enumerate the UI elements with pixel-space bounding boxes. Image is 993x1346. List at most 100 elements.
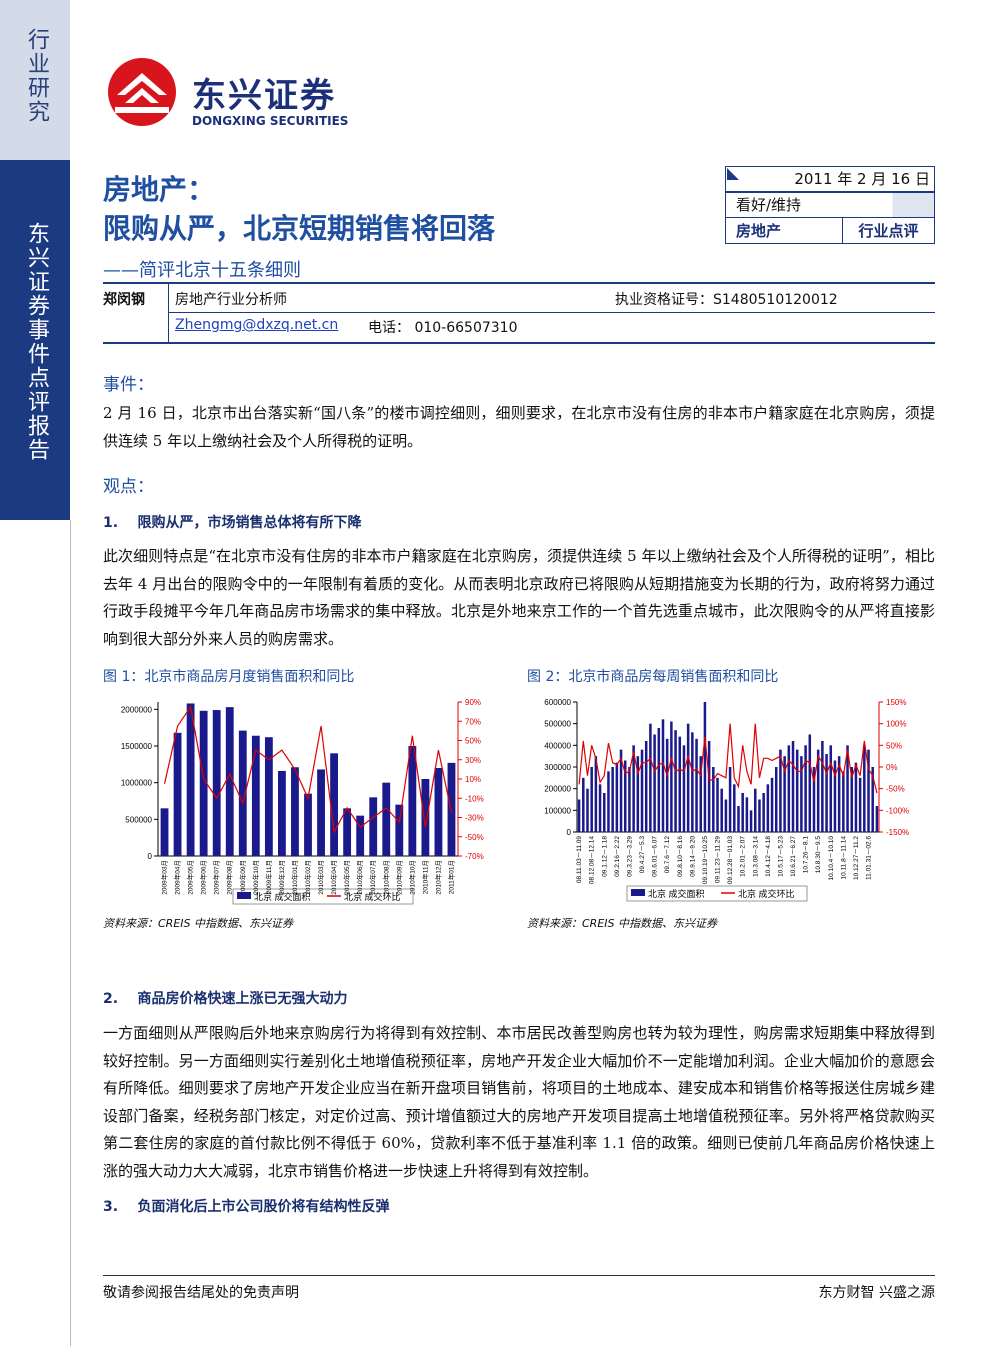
legend-swatch: [237, 892, 251, 899]
y-tick-label: 300000: [544, 763, 571, 772]
bar: [783, 756, 786, 832]
bar: [186, 703, 195, 856]
y-tick-label: 0: [148, 852, 153, 861]
y2-tick-label: 30%: [465, 756, 481, 765]
y2-tick-label: -30%: [465, 814, 484, 823]
y2-tick-label: 10%: [465, 775, 481, 784]
x-tick-label: 11.01.31－02.6: [866, 836, 873, 880]
bar: [238, 730, 247, 856]
bar: [842, 771, 845, 832]
bar: [653, 734, 656, 832]
bar: [724, 799, 728, 832]
sidebar-top: [0, 0, 70, 160]
x-tick-label: 10.11.8－11.14: [840, 836, 847, 880]
bar: [795, 749, 799, 832]
x-tick-label: 2009年09月: [238, 860, 247, 895]
bar: [369, 797, 378, 856]
bar: [678, 736, 682, 832]
bar: [791, 741, 795, 832]
bar: [251, 735, 260, 856]
bar: [833, 760, 837, 832]
x-tick-label: 10.12.27－11.2: [853, 836, 860, 880]
bar: [317, 769, 325, 856]
bar: [682, 745, 686, 832]
subtitle: ——简评北京十五条细则: [103, 260, 301, 281]
bar: [330, 753, 338, 856]
logo-icon: [108, 58, 176, 126]
bar: [867, 749, 870, 832]
x-tick-label: 08.12.08－12.14: [589, 836, 596, 884]
x-tick-label: 09.8.10－8.16: [677, 836, 684, 877]
x-tick-label: 09.9.14－9.20: [689, 836, 696, 877]
bar: [770, 777, 774, 832]
x-tick-label: 09.11.23－11.29: [715, 836, 722, 883]
analyst-email[interactable]: Zhengmg@dxzq.net.cn: [175, 317, 339, 333]
bar: [854, 762, 858, 832]
bar: [707, 741, 711, 832]
x-tick-label: 2010年02月: [303, 860, 312, 895]
bar: [670, 721, 673, 832]
bar: [212, 710, 221, 856]
industry: 房地产: [726, 218, 843, 244]
x-tick-label: 2009年05月: [186, 860, 195, 895]
sidebar-label: 行业研究: [24, 28, 49, 124]
chart: 0 100000 200000 300000 400000 500000 600000 -15…: [544, 698, 909, 902]
footer-left: 敬请参阅报告结尾处的免责声明: [103, 1285, 299, 1301]
y2-tick-label: -10%: [465, 794, 484, 803]
bar: [225, 707, 234, 856]
line-series: [578, 723, 878, 794]
bar: [695, 738, 698, 832]
legend-label: 北京 成交面积: [254, 891, 311, 902]
x-tick-label: 10.3.08－3.14: [752, 836, 759, 877]
y-tick-label: 500000: [544, 720, 571, 729]
x-tick-label: 2009年12月: [277, 860, 286, 895]
rating: 看好/维持: [726, 193, 934, 218]
y-tick-label: 2000000: [121, 705, 153, 714]
bar: [173, 732, 182, 856]
bar: [774, 767, 778, 832]
bar: [649, 723, 652, 832]
bar: [691, 732, 694, 832]
bar: [665, 738, 669, 832]
x-tick-label: 09.6.01－6.07: [652, 836, 659, 877]
x-tick-label: 10.5.17－5.23: [777, 836, 784, 877]
bar: [582, 777, 585, 832]
y2-tick-label: 50%: [886, 741, 902, 750]
bar: [623, 760, 627, 832]
bar: [829, 745, 833, 832]
legend-label: 北京 成交环比: [738, 888, 795, 899]
x-tick-label: 2009年06月: [199, 860, 208, 895]
x-tick-label: 10.2.01－2.07: [740, 836, 747, 877]
paragraph: 此次细则特点是“在北京市没有住房的非本市户籍家庭在北京购房，须提供连续 5 年以…: [103, 547, 935, 648]
x-tick-label: 2010年06月: [355, 860, 364, 895]
bar: [199, 710, 208, 856]
bar: [304, 793, 312, 856]
x-tick-label: 2009年08月: [225, 860, 234, 895]
x-tick-label: 2010年11月: [420, 860, 429, 894]
section-heading: 1. 限购从严，市场销售总体将有所下降: [103, 515, 362, 531]
x-tick-label: 08.11.03－11.09: [576, 836, 583, 883]
bar: [703, 702, 707, 832]
bar: [291, 767, 299, 856]
source: 资料来源：CREIS 中指数据、东兴证券: [103, 917, 293, 930]
bar: [808, 734, 812, 832]
legend-box: [232, 888, 414, 905]
x-tick-label: 09.10.19－10.25: [702, 836, 709, 884]
bar: [821, 741, 824, 832]
y-tick-label: 200000: [544, 785, 571, 794]
y2-tick-label: 50%: [465, 737, 481, 746]
bar: [749, 810, 753, 832]
heading: 观点：: [103, 477, 154, 497]
bar: [674, 730, 677, 832]
x-tick-label: 2009年03月: [160, 860, 169, 895]
bar: [875, 806, 879, 832]
x-tick-label: 09.2.16－2.22: [614, 836, 621, 877]
bar: [395, 804, 404, 856]
x-tick-label: 09.7.6－7.12: [664, 836, 671, 874]
bar: [160, 808, 169, 856]
x-tick-label: 10.10.4－10.10: [828, 836, 835, 881]
y-tick-label: 500000: [125, 815, 152, 824]
logo-subtext: DONGXING SECURITIES: [192, 114, 349, 128]
bar: [850, 767, 853, 832]
bar: [421, 779, 430, 856]
